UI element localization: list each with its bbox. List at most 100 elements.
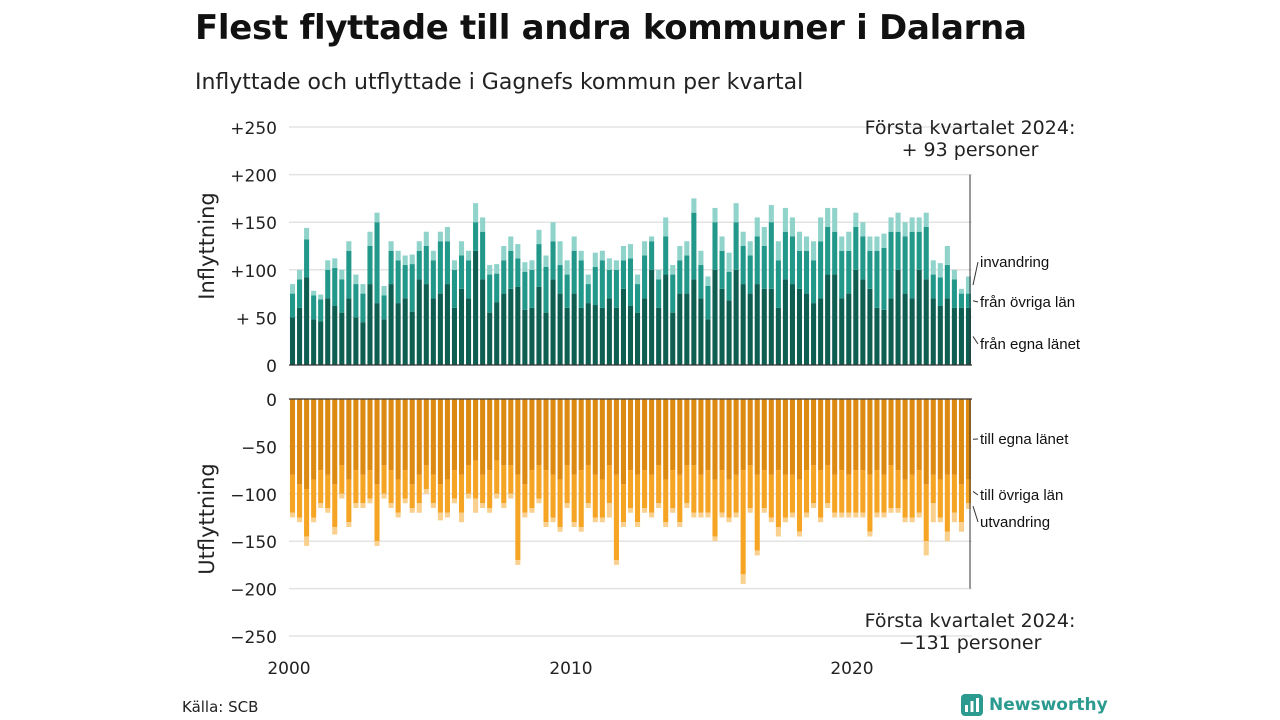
bar-in-0 <box>466 298 472 365</box>
x-tick-label: 2000 <box>267 659 310 679</box>
bar-in-0 <box>473 250 479 365</box>
bar-in-0 <box>409 311 415 365</box>
bar-out-0 <box>529 399 535 471</box>
bar-in-1 <box>592 266 598 306</box>
bar-in-0 <box>825 274 831 365</box>
bar-out-1 <box>402 470 408 499</box>
bar-out-0 <box>620 399 626 485</box>
y-tick-label-upper: 0 <box>266 357 277 377</box>
end-label-upper: från egna länet <box>980 336 1081 353</box>
bar-out-1 <box>473 460 479 499</box>
bar-out-1 <box>437 484 443 513</box>
bar-in-0 <box>557 293 563 365</box>
bar-out-1 <box>543 470 549 523</box>
bar-in-0 <box>846 293 852 365</box>
bar-out-2 <box>395 512 401 518</box>
bar-out-2 <box>620 522 626 527</box>
bar-out-1 <box>747 465 753 509</box>
brand-logo: Newsworthy <box>961 694 1108 716</box>
bar-out-0 <box>487 399 493 471</box>
bar-in-1 <box>923 226 929 280</box>
bar-in-0 <box>839 298 845 365</box>
bar-in-1 <box>304 239 310 278</box>
bar-in-0 <box>958 307 964 365</box>
bar-out-2 <box>550 517 556 523</box>
bar-in-1 <box>768 222 774 289</box>
bar-out-0 <box>325 399 331 475</box>
bar-in-1 <box>451 269 458 308</box>
bar-in-0 <box>613 307 619 365</box>
bar-in-1 <box>367 246 373 285</box>
bar-out-2 <box>656 503 662 509</box>
bar-out-0 <box>867 399 873 475</box>
bar-out-1 <box>754 474 760 551</box>
bar-out-0 <box>916 399 922 471</box>
bar-out-0 <box>768 399 774 475</box>
bar-out-1 <box>409 484 415 509</box>
end-label-leader-upper <box>972 300 979 303</box>
bar-out-1 <box>775 470 781 527</box>
bar-out-1 <box>930 474 936 504</box>
bar-out-2 <box>508 493 514 499</box>
bar-in-1 <box>543 266 549 313</box>
bar-out-1 <box>656 465 662 504</box>
bar-out-0 <box>670 399 676 471</box>
bar-out-2 <box>649 512 655 518</box>
bar-out-1 <box>606 465 612 504</box>
bar-out-2 <box>536 498 542 504</box>
bar-in-1 <box>346 250 352 299</box>
newsworthy-logo-icon <box>961 694 983 716</box>
bar-in-1 <box>782 231 788 280</box>
bar-in-1 <box>599 260 605 308</box>
bar-out-2 <box>627 508 634 513</box>
bar-out-2 <box>684 503 690 509</box>
end-label-lower: till övriga län <box>980 487 1063 504</box>
bar-in-1 <box>656 279 662 308</box>
bar-out-1 <box>853 470 859 513</box>
bar-out-2 <box>585 503 591 509</box>
bar-in-2 <box>536 229 542 245</box>
bar-out-1 <box>642 470 648 509</box>
bar-in-0 <box>416 279 422 365</box>
bar-out-0 <box>543 399 549 471</box>
bar-out-2 <box>909 517 915 523</box>
bar-out-2 <box>930 503 936 523</box>
bar-out-1 <box>719 470 725 513</box>
bar-out-0 <box>789 399 795 475</box>
bar-out-2 <box>381 493 387 499</box>
bar-out-0 <box>726 399 732 480</box>
bar-in-2 <box>670 265 676 275</box>
bar-out-1 <box>867 474 873 532</box>
bar-in-1 <box>578 260 584 308</box>
bar-in-2 <box>620 246 626 261</box>
bar-out-0 <box>444 399 450 480</box>
bar-in-0 <box>691 279 697 365</box>
bar-out-0 <box>409 399 415 485</box>
bar-out-2 <box>297 517 303 523</box>
bar-in-1 <box>740 246 746 285</box>
bar-in-0 <box>712 269 718 365</box>
bar-out-1 <box>325 474 331 509</box>
bar-out-1 <box>423 465 429 490</box>
bar-out-0 <box>360 399 366 475</box>
y-tick-label-lower: −100 <box>230 486 277 506</box>
bar-out-0 <box>297 399 303 485</box>
bar-out-1 <box>557 479 563 527</box>
bar-in-0 <box>663 274 669 365</box>
bar-out-1 <box>677 474 683 523</box>
bar-in-0 <box>480 279 486 365</box>
bar-in-1 <box>698 265 704 299</box>
bar-out-0 <box>578 399 584 471</box>
bar-in-1 <box>888 231 894 299</box>
bar-in-2 <box>754 217 760 237</box>
bar-in-1 <box>529 269 535 308</box>
bar-out-2 <box>663 522 669 527</box>
bar-out-1 <box>818 470 824 518</box>
bar-in-0 <box>515 286 521 365</box>
bar-out-2 <box>740 574 746 584</box>
bar-out-2 <box>825 503 831 509</box>
bar-out-0 <box>395 399 401 480</box>
bar-in-2 <box>719 236 725 251</box>
bar-in-2 <box>571 236 577 251</box>
bar-out-0 <box>803 399 810 471</box>
